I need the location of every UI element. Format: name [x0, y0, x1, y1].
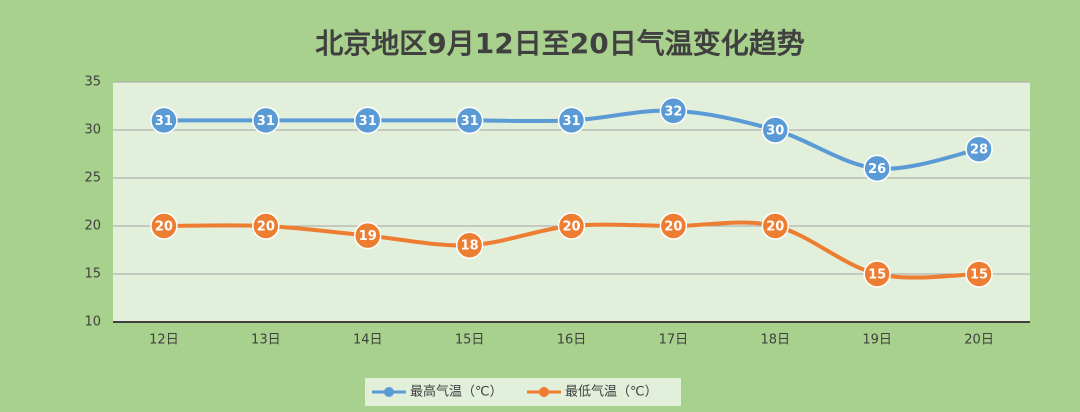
point-marker	[863, 154, 891, 183]
point-marker	[353, 221, 382, 250]
x-tick-label: 17日	[659, 333, 689, 348]
point-marker	[761, 116, 790, 144]
data-label: 31	[461, 114, 479, 129]
data-label: 15	[868, 268, 886, 283]
x-tick-label: 15日	[455, 333, 485, 348]
data-label: 26	[868, 162, 886, 177]
x-tick-label: 16日	[557, 333, 587, 348]
legend-marker	[539, 387, 549, 397]
data-label: 20	[257, 220, 275, 235]
x-tick-label: 19日	[862, 333, 892, 348]
legend-label: 最高气温（℃）	[410, 384, 503, 400]
point-marker	[150, 212, 178, 240]
point-marker	[659, 97, 688, 125]
x-tick-label: 13日	[251, 333, 281, 348]
y-tick-label: 20	[84, 219, 101, 234]
data-label: 30	[766, 124, 784, 139]
legend-box	[365, 378, 681, 406]
point-marker	[557, 212, 586, 240]
y-tick-label: 25	[84, 171, 101, 186]
data-label: 32	[664, 104, 682, 119]
point-marker	[557, 106, 586, 135]
data-label: 28	[970, 143, 988, 158]
data-label: 18	[461, 239, 479, 254]
y-tick-label: 35	[84, 75, 101, 90]
point-marker	[965, 135, 993, 163]
point-marker	[252, 212, 280, 240]
data-label: 19	[359, 229, 377, 244]
point-marker	[659, 212, 688, 240]
point-marker	[353, 106, 382, 135]
point-marker	[965, 260, 993, 288]
data-label: 15	[970, 268, 988, 283]
legend-marker	[384, 387, 394, 397]
point-marker	[150, 106, 178, 135]
data-label: 20	[664, 220, 682, 235]
data-label: 20	[766, 220, 784, 235]
y-tick-label: 15	[84, 267, 101, 282]
data-label: 31	[155, 114, 173, 129]
point-marker	[252, 106, 280, 135]
x-tick-label: 18日	[761, 333, 791, 348]
point-marker	[863, 260, 891, 288]
data-label: 31	[257, 114, 275, 129]
data-label: 31	[562, 114, 580, 129]
x-tick-label: 14日	[353, 333, 383, 348]
chart-title: 北京地区9月12日至20日气温变化趋势	[315, 27, 804, 60]
y-tick-label: 10	[84, 315, 101, 330]
data-label: 20	[155, 220, 173, 235]
legend-label: 最低气温（℃）	[565, 384, 658, 400]
x-tick-label: 12日	[149, 333, 179, 348]
point-marker	[455, 231, 484, 259]
point-marker	[455, 106, 484, 135]
x-tick-label: 20日	[964, 333, 994, 348]
data-label: 20	[562, 220, 580, 235]
y-tick-label: 30	[84, 123, 101, 138]
data-label: 31	[359, 114, 377, 129]
point-marker	[761, 212, 790, 240]
